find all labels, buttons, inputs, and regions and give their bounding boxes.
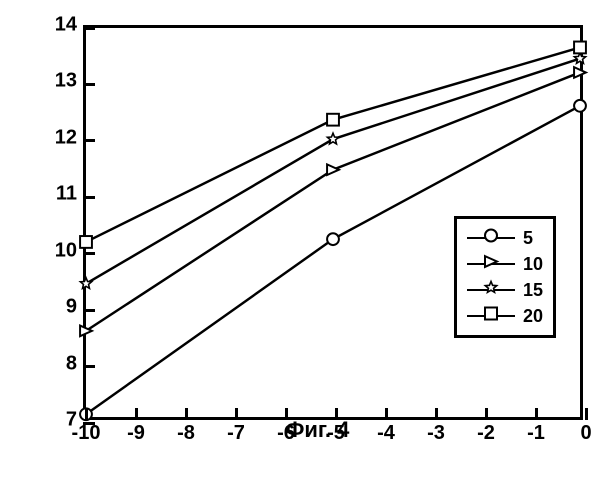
series-marker [80,278,91,289]
legend-line-icon [467,289,515,291]
x-tick-mark [385,408,388,420]
y-tick-label: 8 [45,352,77,375]
x-tick-mark [535,408,538,420]
x-tick-mark [235,408,238,420]
y-tick-label: 13 [45,70,77,93]
series-marker [327,164,339,175]
y-tick-label: 11 [45,183,77,206]
legend-row: 10 [467,251,543,277]
x-tick-label: 0 [580,422,591,445]
legend-line-icon [467,315,515,317]
legend-line-icon [467,237,515,239]
x-tick-label: -2 [477,422,495,445]
y-tick-mark [83,83,95,86]
series-marker [574,100,586,112]
y-tick-label: 7 [45,409,77,432]
y-tick-mark [83,309,95,312]
legend-marker-icon [482,253,500,276]
x-tick-mark [435,408,438,420]
x-tick-mark [85,408,88,420]
legend-label: 5 [523,228,533,249]
legend-box: 5 10 15 20 [454,216,556,338]
legend-marker-icon [482,279,500,302]
chart-caption: Фиг. 4 [286,417,350,443]
legend-row: 5 [467,225,543,251]
y-tick-mark [83,27,95,30]
series-marker [80,236,92,248]
x-tick-label: -8 [177,422,195,445]
series-marker [574,42,586,54]
y-tick-label: 9 [45,296,77,319]
y-tick-mark [83,365,95,368]
legend-line-icon [467,263,515,265]
x-tick-label: -1 [527,422,545,445]
x-tick-mark [185,408,188,420]
x-tick-label: -9 [127,422,145,445]
legend-row: 20 [467,303,543,329]
series-marker [574,67,586,78]
y-tick-mark [83,252,95,255]
y-tick-label: 12 [45,126,77,149]
legend-label: 20 [523,306,543,327]
legend-label: 15 [523,280,543,301]
chart-container: 5101520 -10-9-8-7-6-5-4-3-2-10 Фиг. 4 78… [45,20,590,445]
y-tick-label: 10 [45,239,77,262]
y-tick-label: 14 [45,14,77,37]
legend-marker-icon [482,305,500,328]
x-tick-mark [135,408,138,420]
series-marker [327,114,339,126]
plot-area: 5101520 -10-9-8-7-6-5-4-3-2-10 [83,25,583,420]
series-marker [327,233,339,245]
legend-row: 15 [467,277,543,303]
x-tick-label: -7 [227,422,245,445]
x-tick-mark [585,408,588,420]
x-tick-mark [485,408,488,420]
x-tick-label: -4 [377,422,395,445]
y-tick-mark [83,139,95,142]
x-tick-label: -3 [427,422,445,445]
y-tick-mark [83,196,95,199]
legend-label: 10 [523,254,543,275]
legend-marker-icon [482,227,500,250]
